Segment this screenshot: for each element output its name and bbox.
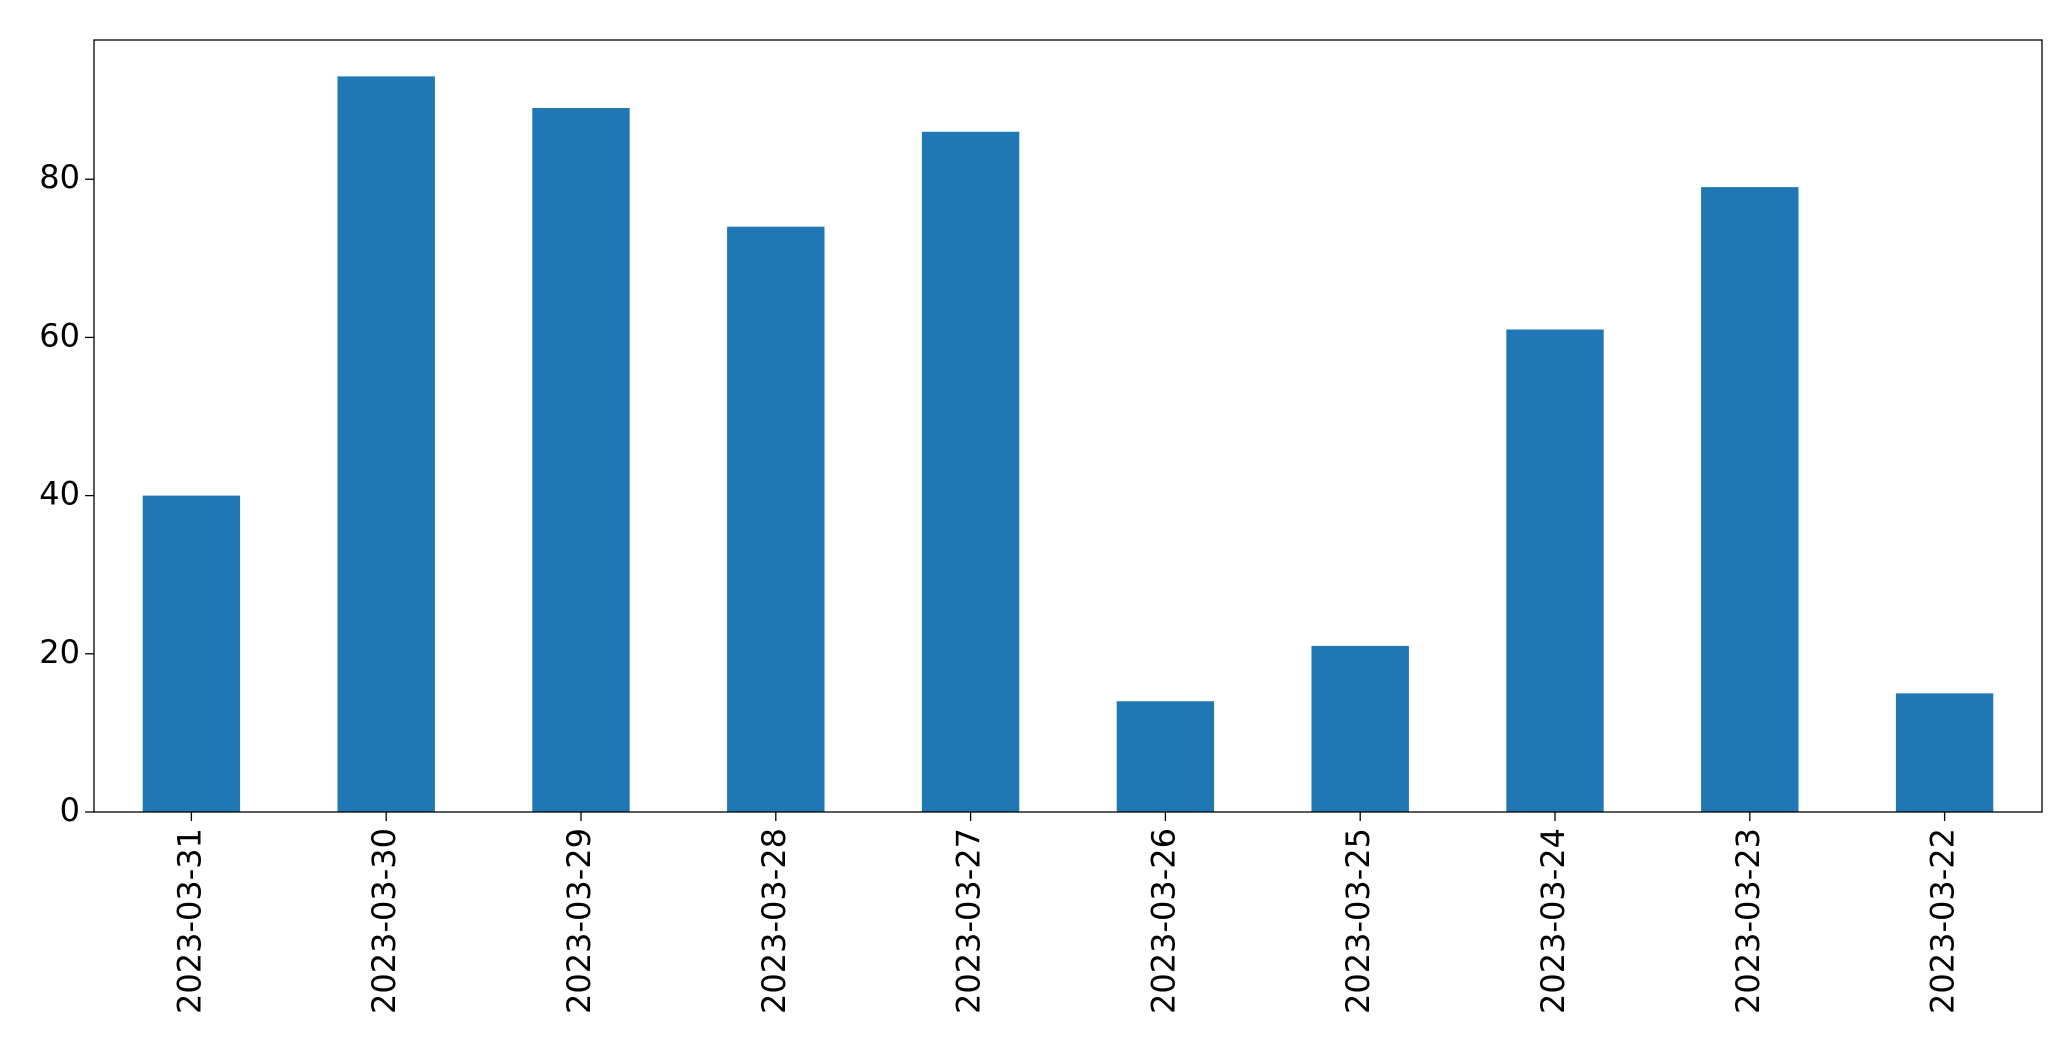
bar — [1895, 693, 1994, 812]
x-tick-label: 2023-03-26 — [1144, 828, 1182, 1014]
y-tick-label: 20 — [39, 633, 80, 671]
x-tick-label: 2023-03-22 — [1924, 828, 1962, 1014]
x-tick-label: 2023-03-23 — [1729, 828, 1767, 1014]
x-tick-label: 2023-03-29 — [560, 828, 598, 1014]
y-tick-label: 80 — [39, 158, 80, 196]
y-tick-label: 0 — [60, 791, 80, 829]
x-tick-label: 2023-03-30 — [365, 828, 403, 1014]
y-tick-label: 60 — [39, 316, 80, 354]
bar — [1506, 329, 1604, 812]
x-tick-label: 2023-03-27 — [950, 828, 988, 1014]
plot-frame — [93, 39, 2043, 813]
bar — [727, 226, 825, 813]
bar — [337, 76, 435, 812]
bar — [532, 108, 630, 812]
x-tick-label: 2023-03-25 — [1339, 828, 1377, 1014]
x-tick-label: 2023-03-31 — [170, 828, 208, 1014]
bar — [921, 131, 1020, 813]
bar — [1311, 645, 1409, 812]
x-tick-label: 2023-03-24 — [1534, 828, 1572, 1014]
bar — [142, 495, 241, 812]
y-tick-label: 40 — [39, 475, 80, 513]
x-tick-label: 2023-03-28 — [755, 828, 793, 1014]
bar — [1701, 187, 1799, 813]
bar — [1116, 701, 1215, 812]
